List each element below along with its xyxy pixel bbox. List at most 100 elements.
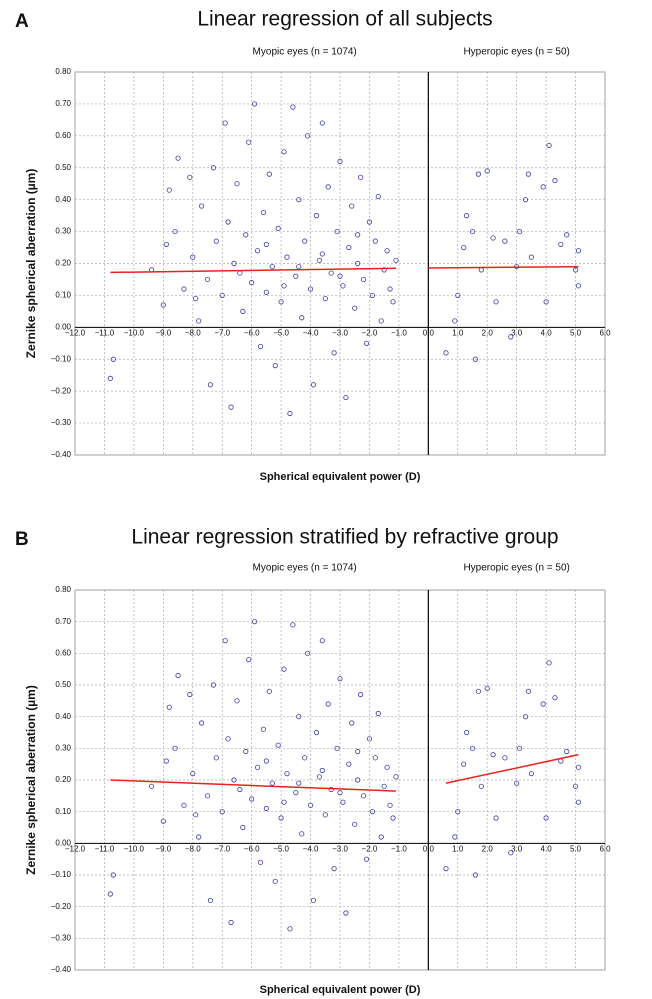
data-point [160, 302, 166, 308]
data-point [472, 872, 479, 878]
y-tick-label: −0.30 [51, 933, 72, 942]
data-point [225, 219, 231, 225]
y-tick-label: 0.10 [55, 807, 71, 816]
data-point [352, 305, 358, 311]
data-point [207, 897, 214, 903]
data-point [231, 260, 237, 267]
data-point [278, 299, 284, 305]
y-tick-label: 0.00 [55, 838, 71, 847]
data-point [243, 748, 249, 755]
data-point [249, 796, 255, 802]
annotation: Myopic eyes (n = 1074) [253, 563, 357, 574]
data-point [299, 315, 305, 321]
data-point [246, 139, 252, 145]
data-point [502, 238, 508, 244]
data-point [546, 660, 552, 666]
data-point [190, 771, 196, 777]
x-tick-label: −4.0 [303, 844, 319, 853]
data-point [352, 821, 358, 827]
data-point [160, 818, 166, 824]
data-point [355, 748, 361, 755]
data-point [240, 824, 246, 831]
data-point [305, 650, 311, 656]
data-point [222, 638, 228, 644]
data-point [175, 672, 181, 679]
y-tick-label: 0.60 [55, 648, 71, 657]
x-tick-label: −6.0 [244, 844, 260, 853]
x-tick-label: −4.0 [303, 328, 319, 337]
data-point [346, 244, 352, 251]
data-point [358, 174, 364, 180]
data-point [502, 755, 508, 761]
y-tick-label: 0.70 [55, 617, 71, 626]
data-point [381, 267, 387, 273]
data-point [331, 866, 337, 872]
data-point [337, 790, 343, 796]
data-point [287, 410, 293, 417]
data-point [107, 891, 113, 897]
data-point [316, 774, 322, 780]
data-point [355, 260, 361, 267]
x-tick-label: 4.0 [541, 844, 553, 853]
data-point [384, 248, 390, 254]
data-point [254, 248, 261, 254]
panel-label: A [15, 11, 29, 32]
data-point [237, 270, 243, 276]
data-point [172, 745, 178, 751]
data-point [349, 203, 355, 209]
y-tick-label: −0.30 [51, 418, 72, 427]
data-point [263, 241, 269, 247]
data-point [290, 104, 296, 110]
data-point [358, 691, 364, 698]
data-point [528, 254, 534, 260]
data-point [225, 736, 231, 742]
y-tick-label: 0.80 [55, 585, 71, 594]
y-tick-label: 0.20 [55, 775, 71, 784]
data-point [493, 299, 499, 305]
data-point [316, 257, 322, 263]
y-tick-label: 0.70 [55, 99, 71, 108]
data-point [313, 213, 320, 219]
data-point [472, 356, 479, 362]
data-point [293, 273, 299, 279]
data-point [490, 235, 496, 241]
data-point [475, 171, 481, 177]
data-point [355, 777, 361, 783]
data-point [287, 926, 293, 932]
data-point [290, 622, 296, 628]
y-tick-label: 0.50 [55, 163, 71, 172]
data-point [575, 248, 582, 254]
data-point [552, 695, 558, 701]
y-tick-label: 0.80 [55, 67, 71, 76]
data-point [299, 831, 305, 837]
data-point [199, 720, 205, 726]
data-point [307, 802, 314, 808]
y-axis-label: Zernike spherical aberration (µm) [24, 169, 38, 359]
data-point [375, 193, 381, 200]
x-tick-label: −12.0 [65, 328, 86, 337]
data-point [260, 726, 267, 732]
x-tick-label: −6.0 [244, 328, 260, 337]
data-point [325, 701, 331, 707]
data-point [369, 809, 375, 815]
data-point [334, 745, 340, 751]
data-point [375, 710, 381, 717]
data-point [293, 790, 299, 796]
regression-line [445, 753, 579, 784]
x-tick-label: 5.0 [570, 844, 582, 853]
data-point [514, 780, 520, 786]
data-point [181, 802, 187, 808]
data-point [319, 767, 325, 774]
data-point [355, 232, 361, 238]
data-point [263, 805, 269, 812]
data-point [337, 676, 343, 682]
data-point [228, 919, 234, 926]
regression-line [428, 265, 579, 269]
data-point [275, 225, 281, 231]
data-point [296, 264, 302, 270]
chart-title: Linear regression stratified by refracti… [131, 526, 558, 549]
data-point [228, 404, 234, 410]
data-point [219, 292, 225, 299]
x-tick-label: −1.0 [391, 328, 407, 337]
x-tick-label: −8.0 [185, 328, 201, 337]
